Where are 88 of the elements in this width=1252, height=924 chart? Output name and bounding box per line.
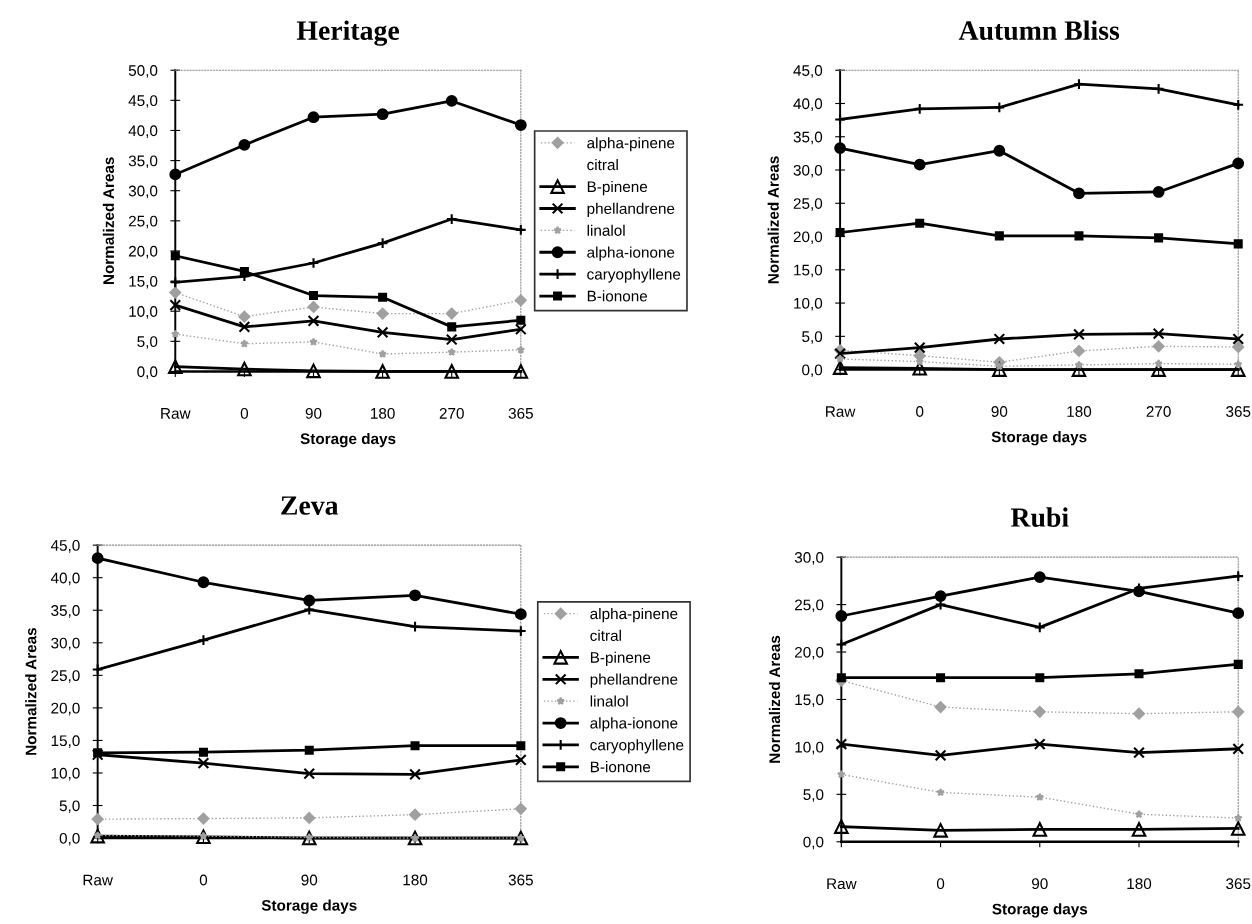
y-axis-title: Normalized Areas <box>767 156 779 284</box>
x-tick-label: Raw <box>83 874 113 886</box>
y-tick-label: 40,0 <box>793 98 823 111</box>
y-tick-label: 35,0 <box>793 131 823 145</box>
y-tick-label: 25,0 <box>128 215 158 229</box>
y-tick-label: 5,0 <box>137 336 158 349</box>
legend-label: B-ionone <box>590 761 651 773</box>
chart-title: Zeva <box>281 496 339 515</box>
y-tick-label: 35,0 <box>51 605 80 618</box>
y-tick-label: 15,0 <box>794 264 823 278</box>
y-tick-label: 10,0 <box>129 306 158 319</box>
text: citral <box>587 159 618 171</box>
chart-title: Heritage <box>296 20 400 46</box>
text: citral <box>590 629 621 642</box>
x-tick-label: Raw <box>161 408 191 419</box>
y-tick-label: 0,0 <box>59 832 80 846</box>
y-tick-label: 50,0 <box>128 65 158 78</box>
x-tick-label: 180 <box>403 874 428 886</box>
y-tick-label: 40,0 <box>50 572 80 586</box>
x-tick-label: 180 <box>1127 878 1152 890</box>
x-tick-label: 270 <box>439 407 464 419</box>
y-tick-label: 30,0 <box>794 552 824 565</box>
y-tick-label: 5,0 <box>59 800 80 814</box>
legend-label: B-ionone <box>587 290 648 302</box>
x-tick-label: 90 <box>991 406 1008 417</box>
y-tick-label: 45,0 <box>128 95 158 108</box>
x-tick-label: 0 <box>240 407 249 419</box>
y-tick-label: 10,0 <box>794 297 823 311</box>
y-tick-label: 15,0 <box>129 275 158 289</box>
y-tick-label: 15,0 <box>51 735 80 748</box>
y-tick-label: 25,0 <box>51 670 80 683</box>
x-tick-label: 365 <box>508 874 533 886</box>
x-tick-label: 90 <box>1032 878 1048 890</box>
x-axis-title: Storage days <box>300 432 396 448</box>
y-tick-label: 5,0 <box>802 331 823 344</box>
y-tick-label: 40,0 <box>128 125 158 138</box>
legend-label: B-pinene <box>587 180 648 196</box>
y-tick-label: 20,0 <box>795 646 824 660</box>
legend-label: linalol <box>590 695 628 707</box>
x-tick-label: 0 <box>199 874 208 886</box>
legend-label: caryophyllene <box>587 268 681 283</box>
x-tick-label: 90 <box>301 874 318 886</box>
x-tick-label: 180 <box>371 407 395 419</box>
x-tick-label: Raw <box>827 878 857 890</box>
y-tick-label: 0,0 <box>803 836 824 850</box>
y-tick-label: 20,0 <box>793 231 823 245</box>
legend-label: phellandrene <box>590 673 678 688</box>
x-tick-label: 270 <box>1146 406 1171 417</box>
y-tick-label: 25,0 <box>793 198 823 211</box>
legend-label: alpha-pinene <box>590 607 678 623</box>
y-axis-title: Normalized Areas <box>25 627 37 755</box>
y-tick-label: 30,0 <box>793 164 823 178</box>
legend-label: alpha-pinene <box>587 137 675 152</box>
y-tick-label: 5,0 <box>803 789 824 802</box>
y-tick-label: 15,0 <box>795 694 824 707</box>
y-tick-label: 0,0 <box>802 364 823 378</box>
x-tick-label: 0 <box>936 878 945 890</box>
y-tick-label: 20,0 <box>51 702 80 716</box>
y-tick-label: 45,0 <box>50 540 80 553</box>
legend-label: caryophyllene <box>590 739 684 754</box>
x-tick-label: 365 <box>508 407 533 419</box>
chart-title: Rubi <box>1010 507 1069 527</box>
y-tick-label: 10,0 <box>51 767 80 781</box>
y-tick-label: 0,0 <box>137 366 158 379</box>
legend-label: alpha-ionone <box>590 717 678 732</box>
x-tick-label: Raw <box>826 406 856 417</box>
chart-title: Autumn Bliss <box>958 20 1120 41</box>
x-tick-label: 90 <box>305 407 322 419</box>
y-tick-label: 30,0 <box>128 185 158 199</box>
x-tick-label: 0 <box>916 406 924 417</box>
y-axis-title: Normalized Areas <box>102 157 115 285</box>
y-tick-label: 10,0 <box>795 741 824 755</box>
x-axis-title: Storage days <box>992 903 1088 918</box>
y-tick-label: 25,0 <box>795 599 824 613</box>
y-tick-label: 30,0 <box>51 637 80 651</box>
legend-label: linalol <box>587 224 625 236</box>
x-tick-label: 180 <box>1067 406 1092 417</box>
x-axis-title: Storage days <box>261 899 357 914</box>
legend-label: phellandrene <box>587 202 675 218</box>
y-tick-label: 20,0 <box>128 245 158 259</box>
x-tick-label: 365 <box>1226 878 1251 890</box>
y-tick-label: 35,0 <box>128 155 158 169</box>
y-tick-label: 45,0 <box>793 65 823 78</box>
y-axis-title: Normalized Areas <box>768 635 781 763</box>
x-axis-title: Storage days <box>991 431 1087 446</box>
legend-label: alpha-ionone <box>587 246 675 261</box>
x-tick-label: 365 <box>1226 406 1251 417</box>
legend-label: B-pinene <box>590 651 651 666</box>
